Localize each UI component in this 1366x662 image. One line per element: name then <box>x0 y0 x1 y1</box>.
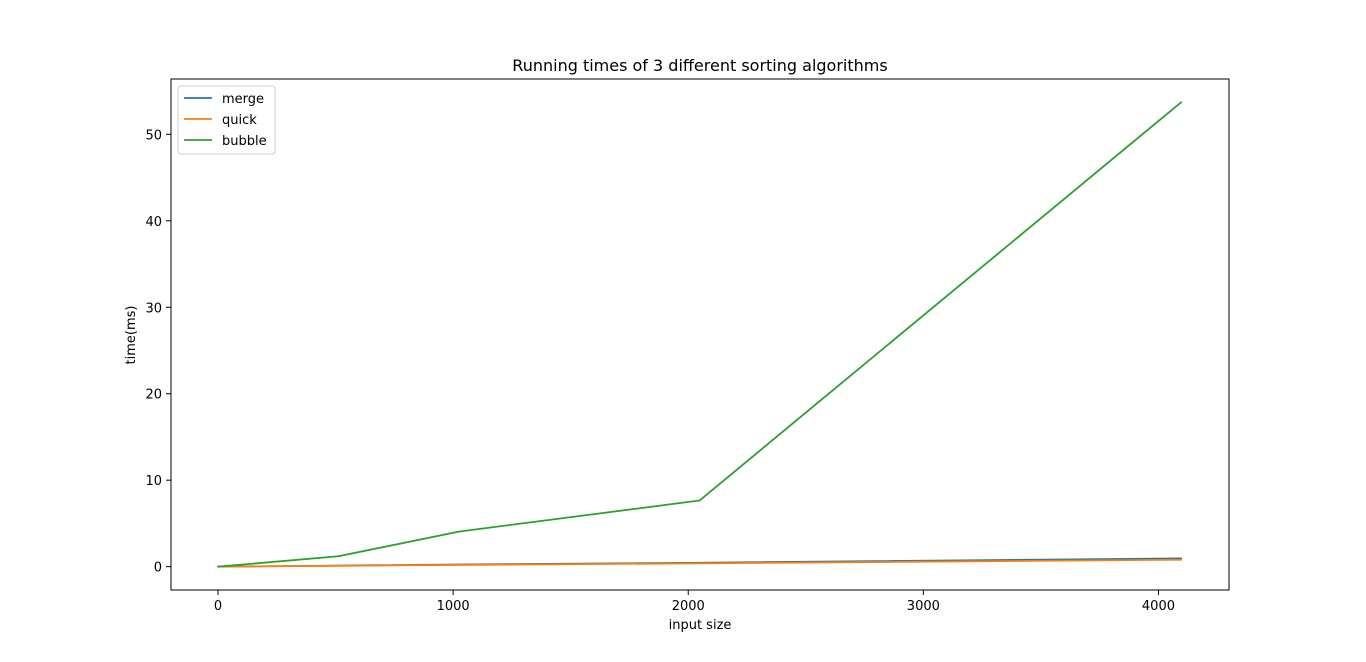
legend: merge quick bubble <box>177 85 276 155</box>
y-tick-label: 20 <box>145 388 162 403</box>
series-line-quick <box>217 558 1182 568</box>
y-tick-label: 10 <box>145 474 162 489</box>
y-axis-label: time(ms) <box>124 306 139 365</box>
x-tick-label: 4000 <box>1142 599 1175 614</box>
y-axis-ticks: 0 10 20 30 40 50 <box>145 128 171 576</box>
x-axis-label: input size <box>669 618 732 633</box>
y-tick-label: 0 <box>154 561 162 576</box>
series-layer <box>217 101 1183 568</box>
plot-area <box>170 78 1230 591</box>
y-tick-label: 30 <box>145 301 162 316</box>
series-line-bubble <box>217 101 1183 568</box>
legend-label-bubble: bubble <box>222 134 267 149</box>
plot-background <box>171 79 1229 590</box>
legend-label-merge: merge <box>222 92 264 107</box>
legend-label-quick: quick <box>222 113 257 128</box>
legend-box <box>177 85 276 155</box>
x-tick-label: 2000 <box>672 599 705 614</box>
y-tick-label: 50 <box>145 128 162 143</box>
plot-frame <box>170 78 1230 591</box>
x-tick-label: 1000 <box>437 599 470 614</box>
y-tick-label: 40 <box>145 215 162 230</box>
x-tick-label: 0 <box>214 599 222 614</box>
x-axis-ticks: 0 1000 2000 3000 4000 <box>214 590 1175 614</box>
chart-title: Running times of 3 different sorting alg… <box>512 56 887 75</box>
x-tick-label: 3000 <box>907 599 940 614</box>
